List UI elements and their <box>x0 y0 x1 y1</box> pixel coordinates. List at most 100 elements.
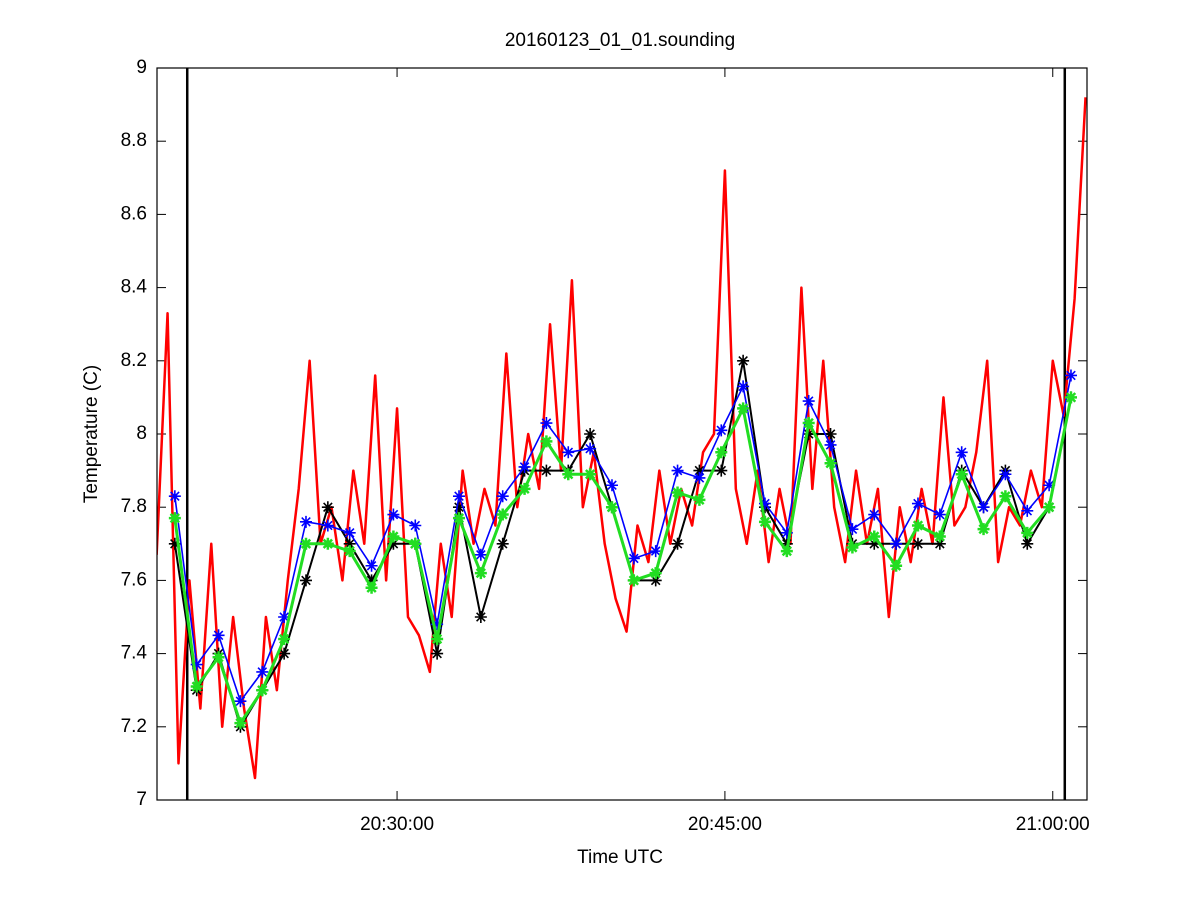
y-tick-label: 7.4 <box>121 643 148 664</box>
data-point <box>1043 479 1056 492</box>
data-point <box>693 493 706 506</box>
data-point <box>955 468 968 481</box>
data-point <box>584 442 597 455</box>
y-tick-label: 8.2 <box>121 350 147 371</box>
data-point <box>824 428 837 440</box>
data-point <box>715 446 728 459</box>
data-point <box>1043 501 1056 514</box>
data-point <box>758 515 771 528</box>
data-point <box>1064 369 1077 382</box>
plot-area <box>157 68 1087 800</box>
data-point <box>278 647 291 660</box>
data-point <box>278 632 291 645</box>
data-point <box>562 468 575 481</box>
plot-frame <box>156 67 1088 801</box>
data-point <box>671 464 684 477</box>
data-point <box>365 574 378 587</box>
data-point <box>299 515 312 528</box>
data-point <box>562 446 575 459</box>
data-point <box>584 428 597 440</box>
data-point <box>802 395 815 408</box>
data-point <box>431 618 444 631</box>
data-point <box>343 526 356 539</box>
data-point <box>977 523 990 536</box>
data-point <box>649 545 662 558</box>
chart-title: 20160123_01_01.sounding <box>505 30 735 51</box>
y-tick-label: 7 <box>136 789 147 810</box>
data-point <box>693 464 706 477</box>
x-axis-label: Time UTC <box>577 847 663 868</box>
data-point <box>605 479 618 492</box>
data-point <box>431 632 444 645</box>
data-point <box>1021 537 1034 550</box>
y-tick-label: 8.6 <box>121 203 147 224</box>
data-point <box>168 512 181 525</box>
data-point <box>780 545 793 558</box>
data-point <box>540 435 553 448</box>
data-point <box>299 574 312 587</box>
data-point <box>627 574 640 587</box>
data-point <box>212 629 225 642</box>
data-point <box>256 684 269 697</box>
data-point <box>824 438 837 451</box>
data-point <box>278 611 291 623</box>
data-point <box>387 530 400 543</box>
data-point <box>911 497 924 510</box>
data-point <box>584 468 597 481</box>
data-point <box>999 468 1012 481</box>
data-point <box>605 501 618 514</box>
data-point <box>474 548 487 561</box>
y-tick-label: 8.4 <box>121 277 148 298</box>
data-point <box>365 559 378 572</box>
data-point <box>409 537 422 550</box>
data-point <box>824 457 837 470</box>
data-point <box>737 402 750 415</box>
data-point <box>868 530 881 543</box>
data-point <box>649 574 662 587</box>
data-point <box>671 537 684 550</box>
data-point <box>911 519 924 532</box>
data-point <box>540 464 553 477</box>
data-point <box>387 508 400 521</box>
data-point <box>933 537 946 550</box>
data-point <box>168 537 181 550</box>
data-point <box>496 490 509 503</box>
data-point <box>737 354 750 367</box>
data-point <box>693 471 706 484</box>
data-point <box>496 537 509 550</box>
data-point <box>474 567 487 580</box>
data-point <box>1021 526 1034 539</box>
data-point <box>321 537 334 550</box>
data-point <box>1064 391 1077 404</box>
data-point <box>496 508 509 521</box>
data-point <box>190 658 203 671</box>
data-point <box>540 417 553 430</box>
data-point <box>190 680 203 693</box>
data-point <box>715 464 728 477</box>
data-point <box>343 537 356 550</box>
y-tick-label: 8 <box>136 423 147 444</box>
data-point <box>999 490 1012 503</box>
data-point <box>343 545 356 558</box>
y-tick-label: 8.8 <box>121 130 147 151</box>
data-point <box>933 508 946 521</box>
data-point <box>256 665 269 678</box>
data-point <box>977 501 990 514</box>
data-point <box>474 611 487 623</box>
data-point <box>780 526 793 539</box>
data-point <box>868 537 881 550</box>
data-point <box>212 651 225 664</box>
data-point <box>452 490 465 503</box>
data-point <box>955 446 968 459</box>
data-point <box>846 541 859 554</box>
data-point <box>868 508 881 521</box>
y-tick-label: 7.6 <box>121 569 147 590</box>
data-point <box>234 717 247 730</box>
data-point <box>802 417 815 430</box>
data-point <box>452 512 465 525</box>
x-tick-label: 21:00:00 <box>1016 814 1090 835</box>
data-point <box>365 581 378 594</box>
